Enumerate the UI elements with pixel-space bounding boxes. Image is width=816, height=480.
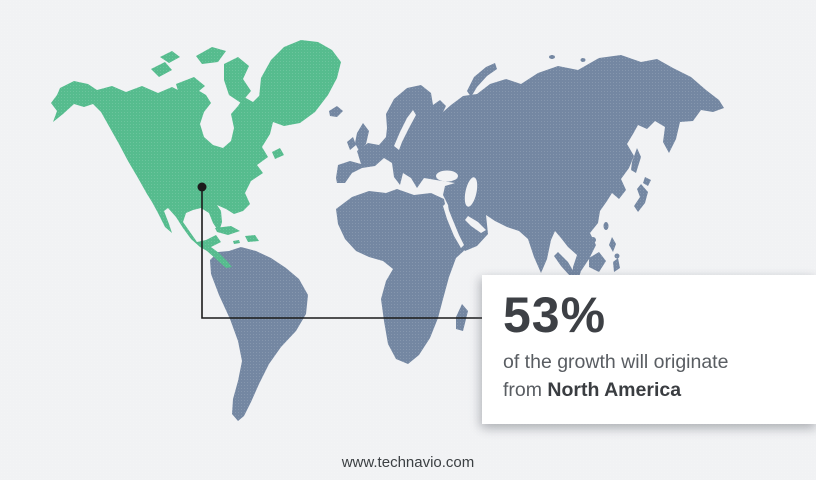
callout-card: 53% of the growth will originate from No… bbox=[482, 275, 816, 424]
stat-description: of the growth will originate from North … bbox=[503, 349, 806, 404]
description-line2-prefix: from bbox=[503, 378, 548, 401]
leader-line bbox=[201, 187, 482, 319]
marker-dot-north-america bbox=[197, 182, 207, 192]
stat-value: 53% bbox=[503, 287, 607, 343]
footer-website-url: www.technavio.com bbox=[341, 454, 475, 471]
description-region-name: North America bbox=[547, 378, 682, 401]
description-line1: of the growth will originate bbox=[503, 351, 729, 373]
